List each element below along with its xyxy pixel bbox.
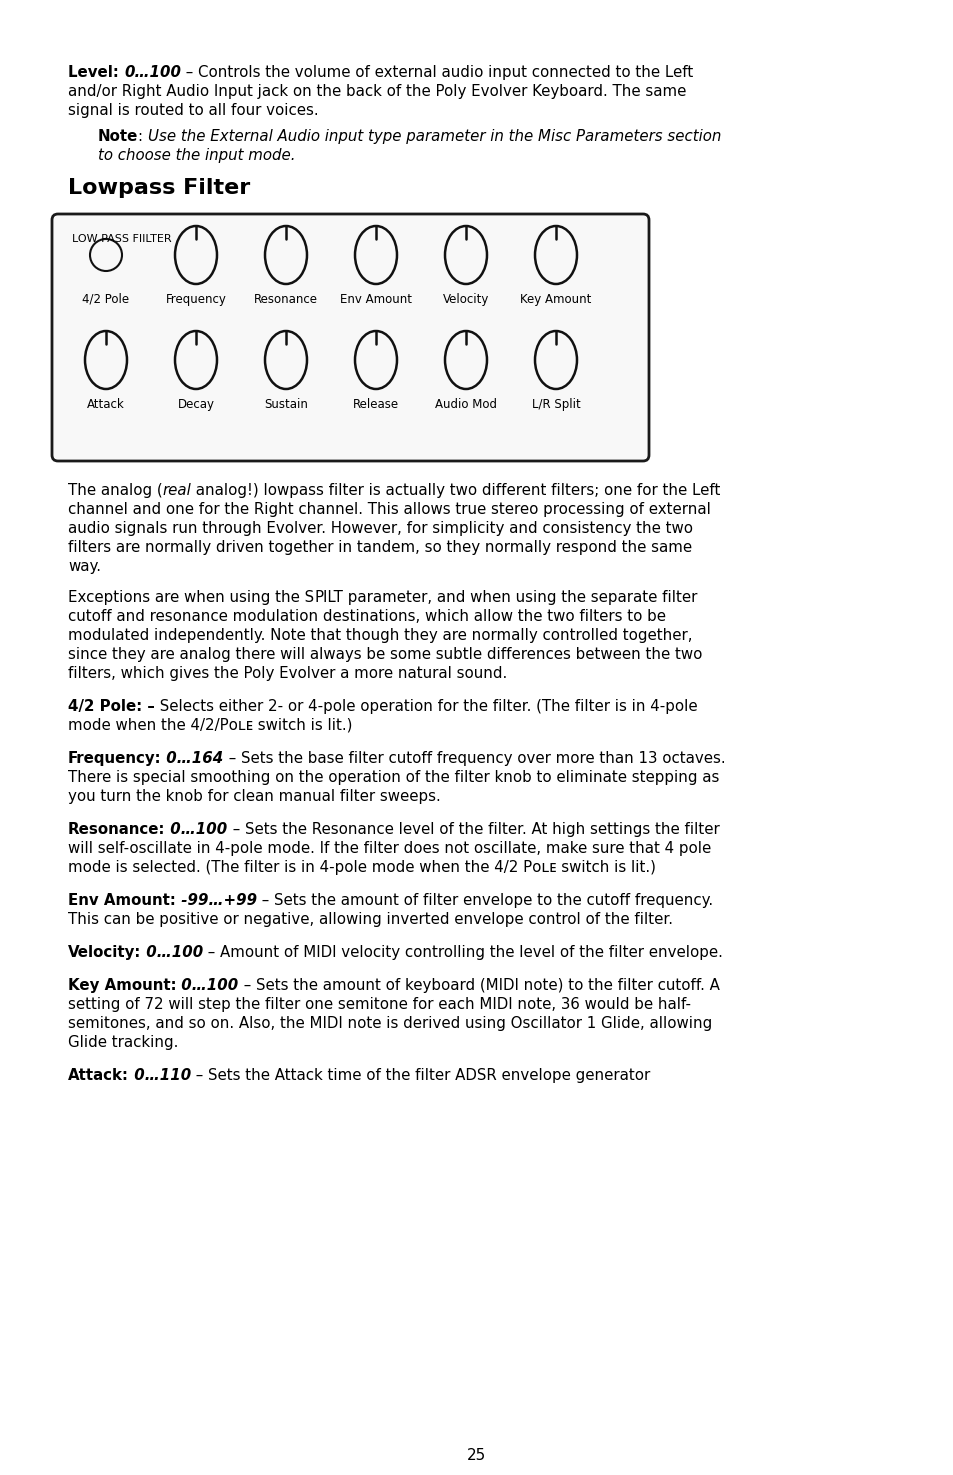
Text: 0…100: 0…100 [165,822,228,836]
Text: 0…100: 0…100 [124,65,181,80]
Text: – Sets the Attack time of the filter ADSR envelope generator: – Sets the Attack time of the filter ADS… [191,1068,650,1083]
Text: way.: way. [68,559,101,574]
Text: 0…100: 0…100 [176,978,238,993]
Text: Use the External Audio input type parameter in the Misc Parameters section: Use the External Audio input type parame… [148,128,720,145]
Text: Selects either 2- or 4-pole operation for the filter. (The filter is in 4-pole: Selects either 2- or 4-pole operation fo… [154,699,697,714]
Text: – Sets the base filter cutoff frequency over more than 13 octaves.: – Sets the base filter cutoff frequency … [224,751,724,766]
Text: modulated independently. Note that though they are normally controlled together,: modulated independently. Note that thoug… [68,628,692,643]
Text: 4/2 Pole: 4/2 Pole [82,294,130,305]
Text: Decay: Decay [177,398,214,412]
Text: signal is routed to all four voices.: signal is routed to all four voices. [68,103,318,118]
Text: Lowpass Filter: Lowpass Filter [68,178,250,198]
Text: Key Amount:: Key Amount: [68,978,176,993]
Text: real: real [162,482,192,499]
Text: LOW PASS FIILTER: LOW PASS FIILTER [71,235,172,243]
Text: Sustain: Sustain [264,398,308,412]
Text: Frequency: Frequency [166,294,226,305]
Text: to choose the input mode.: to choose the input mode. [98,148,295,164]
Text: semitones, and so on. Also, the MIDI note is derived using Oscillator 1 Glide, a: semitones, and so on. Also, the MIDI not… [68,1016,712,1031]
Text: will self-oscillate in 4-pole mode. If the filter does not oscillate, make sure : will self-oscillate in 4-pole mode. If t… [68,841,711,855]
Text: you turn the knob for clean manual filter sweeps.: you turn the knob for clean manual filte… [68,789,440,804]
Text: Attack: Attack [87,398,125,412]
Text: Key Amount: Key Amount [519,294,591,305]
Text: Release: Release [353,398,398,412]
Text: Audio Mod: Audio Mod [435,398,497,412]
Text: Resonance:: Resonance: [68,822,165,836]
Text: Velocity: Velocity [442,294,489,305]
Text: filters, which gives the Poly Evolver a more natural sound.: filters, which gives the Poly Evolver a … [68,667,507,681]
Text: :: : [138,128,148,145]
Text: – Sets the amount of keyboard (MIDI note) to the filter cutoff. A: – Sets the amount of keyboard (MIDI note… [238,978,719,993]
Text: parameter, and when using the separate filter: parameter, and when using the separate f… [343,590,697,605]
Text: This can be positive or negative, allowing inverted envelope control of the filt: This can be positive or negative, allowi… [68,912,672,926]
Text: – Sets the Resonance level of the filter. At high settings the filter: – Sets the Resonance level of the filter… [228,822,719,836]
Text: filters are normally driven together in tandem, so they normally respond the sam: filters are normally driven together in … [68,540,691,555]
Text: Env Amount:: Env Amount: [68,892,175,909]
Text: channel and one for the Right channel. This allows true stereo processing of ext: channel and one for the Right channel. T… [68,502,710,518]
Text: Env Amount: Env Amount [339,294,412,305]
Text: Frequency:: Frequency: [68,751,161,766]
Text: and/or Right Audio Input jack on the back of the Poly Evolver Keyboard. The same: and/or Right Audio Input jack on the bac… [68,84,685,99]
Text: analog!) lowpass filter is actually two different filters; one for the Left: analog!) lowpass filter is actually two … [192,482,720,499]
Text: cutoff and resonance modulation destinations, which allow the two filters to be: cutoff and resonance modulation destinat… [68,609,665,624]
Text: audio signals run through Evolver. However, for simplicity and consistency the t: audio signals run through Evolver. Howev… [68,521,692,535]
Text: There is special smoothing on the operation of the filter knob to eliminate step: There is special smoothing on the operat… [68,770,719,785]
Text: Exceptions are when using the S: Exceptions are when using the S [68,590,314,605]
Text: 25: 25 [467,1448,486,1463]
Text: Note: Note [98,128,138,145]
Text: – Controls the volume of external audio input connected to the Left: – Controls the volume of external audio … [181,65,693,80]
Text: mode when the 4/2/Pᴏʟᴇ switch is lit.): mode when the 4/2/Pᴏʟᴇ switch is lit.) [68,718,352,733]
Text: PILT: PILT [314,590,343,605]
Text: Level:: Level: [68,65,124,80]
Text: 0…164: 0…164 [161,751,224,766]
Text: 0…100: 0…100 [141,945,203,960]
Text: mode is selected. (The filter is in 4-pole mode when the 4/2 Pᴏʟᴇ switch is lit.: mode is selected. (The filter is in 4-po… [68,860,656,875]
Text: – Sets the amount of filter envelope to the cutoff frequency.: – Sets the amount of filter envelope to … [256,892,712,909]
Text: Glide tracking.: Glide tracking. [68,1035,178,1050]
FancyBboxPatch shape [52,214,648,462]
Text: -99…+99: -99…+99 [175,892,256,909]
Text: Resonance: Resonance [253,294,317,305]
Text: The analog (: The analog ( [68,482,162,499]
Text: since they are analog there will always be some subtle differences between the t: since they are analog there will always … [68,648,701,662]
Text: setting of 72 will step the filter one semitone for each MIDI note, 36 would be : setting of 72 will step the filter one s… [68,997,690,1012]
Text: L/R Split: L/R Split [531,398,579,412]
Text: Velocity:: Velocity: [68,945,141,960]
Text: 4/2 Pole: –: 4/2 Pole: – [68,699,154,714]
Text: Attack:: Attack: [68,1068,129,1083]
Text: 0…110: 0…110 [129,1068,191,1083]
Text: – Amount of MIDI velocity controlling the level of the filter envelope.: – Amount of MIDI velocity controlling th… [203,945,722,960]
